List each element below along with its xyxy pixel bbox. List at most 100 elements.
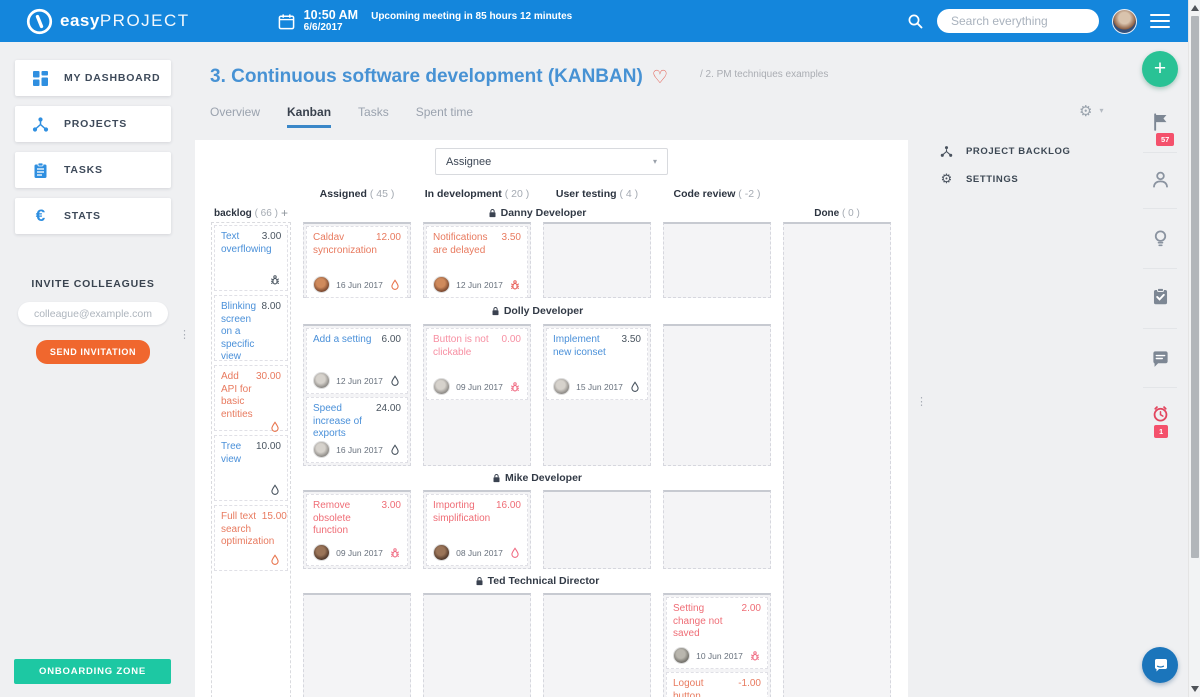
swimlane-header-mike[interactable]: Mike Developer — [303, 466, 771, 490]
sidebar-collapse-handle[interactable]: ⋮ — [179, 329, 190, 341]
right-icon-rail: + 57 1 — [1132, 42, 1188, 697]
swimlane-header-dolly[interactable]: Dolly Developer — [303, 298, 771, 324]
kanban-card[interactable]: Tree view 10.00 — [214, 435, 288, 501]
favorite-heart-icon[interactable]: ♡ — [651, 66, 668, 87]
page-title: 3. Continuous software development (KANB… — [210, 66, 643, 87]
dropzone — [543, 490, 651, 569]
breadcrumb[interactable]: / 2. PM techniques examples — [699, 68, 829, 80]
page-scrollbar[interactable] — [1188, 0, 1200, 697]
project-backlog-icon — [940, 146, 953, 157]
dropzone: Remove obsolete function 3.00 09 Jun 2017 — [303, 490, 411, 569]
tab-tasks[interactable]: Tasks — [358, 105, 389, 119]
kanban-card[interactable]: Setting change not saved 2.00 10 Jun 2017 — [666, 597, 768, 669]
sidebar-item-my-dashboard[interactable]: MY DASHBOARD — [15, 60, 171, 96]
meeting-widget[interactable]: 10:50 AM 6/6/2017 Upcoming meeting in 85… — [278, 8, 573, 34]
tab-spent-time[interactable]: Spent time — [415, 105, 474, 119]
dropzone: Add a setting 6.00 12 Jun 2017 Speed increa… — [303, 324, 411, 466]
kanban-card[interactable]: Caldav syncronization 12.00 16 Jun 2017 — [306, 226, 408, 298]
chat-icon[interactable] — [1132, 349, 1188, 368]
divider — [1143, 152, 1177, 153]
meeting-notice: Upcoming meeting in 85 hours 12 minutes — [371, 10, 573, 22]
kanban-card[interactable]: Importing simplification 16.00 08 Jun 2017 — [426, 494, 528, 566]
divider — [1143, 328, 1177, 329]
swimlane-header-danny[interactable]: Danny Developer — [303, 204, 771, 222]
bug-icon — [389, 547, 401, 559]
invite-email-field[interactable] — [18, 302, 168, 325]
dropzone — [423, 593, 531, 697]
lightbulb-icon[interactable] — [1132, 229, 1188, 248]
clipboard-check-icon[interactable] — [1132, 287, 1188, 306]
card-due-date: 15 Jun 2017 — [576, 381, 623, 392]
dropzone — [663, 490, 771, 569]
board-settings-gear-icon[interactable]: ⚙ ▾ — [1079, 103, 1104, 120]
settings-link[interactable]: ⚙ SETTINGS — [940, 171, 1019, 186]
card-value: 3.00 — [261, 231, 282, 242]
divider — [1143, 268, 1177, 269]
kanban-card[interactable]: Add API for basic entities 30.00 — [214, 365, 288, 433]
send-invitation-button[interactable]: SEND INVITATION — [35, 340, 151, 364]
invite-heading: INVITE COLLEAGUES — [31, 278, 155, 290]
dashboard-icon — [33, 70, 48, 86]
menu-icon[interactable] — [1150, 13, 1170, 29]
sidebar-item-projects[interactable]: PROJECTS — [15, 106, 171, 142]
tab-overview[interactable]: Overview — [210, 105, 261, 119]
scroll-up-arrow[interactable] — [1191, 5, 1199, 11]
assignee-avatar — [313, 441, 330, 458]
card-value: 12.00 — [375, 232, 401, 243]
search-input[interactable] — [937, 9, 1099, 33]
panel-collapse-handle[interactable]: ⋮ — [916, 396, 927, 408]
title-row: 3. Continuous software development (KANB… — [210, 66, 828, 88]
tab-kanban[interactable]: Kanban — [287, 105, 332, 128]
scroll-down-arrow[interactable] — [1191, 686, 1199, 692]
sidebar-item-stats[interactable]: € STATS — [15, 198, 171, 234]
drop-icon — [389, 278, 401, 291]
kanban-card[interactable]: Logout button partially hidden -1.00 — [666, 672, 768, 697]
onboarding-zone-button[interactable]: ONBOARDING ZONE — [14, 659, 171, 684]
card-title: Logout button partially hidden — [673, 678, 704, 697]
card-title: Importing simplification — [433, 500, 491, 524]
add-button[interactable]: + — [1142, 51, 1178, 87]
dropzone: Implement new iconset 3.50 15 Jun 2017 — [543, 324, 651, 466]
swimlane-header-ted[interactable]: Ted Technical Director — [303, 569, 771, 593]
search-icon[interactable] — [907, 13, 924, 30]
card-title: Blinking screen on a specific view — [221, 301, 257, 362]
backlog-add-button[interactable]: + — [280, 206, 288, 220]
assignee-avatar — [433, 378, 450, 395]
kanban-card[interactable]: Full text search optimization 15.00 — [214, 505, 288, 571]
flag-icon[interactable] — [1132, 112, 1188, 131]
alarm-icon[interactable] — [1132, 404, 1188, 423]
card-title: Remove obsolete function — [313, 500, 351, 536]
card-value: 30.00 — [255, 371, 281, 382]
card-title: Button is not clickable — [433, 334, 489, 358]
scrollbar-thumb[interactable] — [1190, 16, 1199, 558]
easyproject-logo[interactable]: easyPROJECT — [26, 8, 190, 35]
calendar-icon — [278, 13, 295, 30]
kanban-card[interactable]: Text overflowing 3.00 — [214, 225, 288, 291]
card-value: 2.00 — [741, 603, 761, 614]
card-title: Implement new iconset — [553, 334, 606, 358]
drop-icon — [389, 374, 401, 387]
invite-colleagues-section: INVITE COLLEAGUES SEND INVITATION — [0, 278, 186, 364]
card-due-date: 12 Jun 2017 — [456, 279, 503, 290]
kanban-card[interactable]: Notifications are delayed 3.50 12 Jun 2017 — [426, 226, 528, 298]
kanban-card[interactable]: Implement new iconset 3.50 15 Jun 2017 — [546, 328, 648, 400]
group-by-select[interactable]: Assignee ▾ — [435, 148, 668, 175]
current-time: 10:50 AM — [303, 8, 359, 23]
kanban-card[interactable]: Blinking screen on a specific view 8.00 — [214, 295, 288, 374]
sidebar-item-tasks[interactable]: TASKS — [15, 152, 171, 188]
support-chat-button[interactable] — [1142, 647, 1178, 683]
kanban-card[interactable]: Remove obsolete function 3.00 09 Jun 2017 — [306, 494, 408, 566]
dropzone — [303, 593, 411, 697]
drop-icon — [629, 380, 641, 393]
kanban-card[interactable]: Speed increase of exports 24.00 16 Jun 201… — [306, 397, 408, 463]
project-backlog-link[interactable]: PROJECT BACKLOG — [940, 145, 1071, 158]
kanban-card[interactable]: Button is not clickable 0.00 09 Jun 2017 — [426, 328, 528, 400]
alarm-badge: 1 — [1154, 425, 1169, 438]
person-icon[interactable] — [1132, 170, 1188, 189]
bug-icon — [509, 381, 521, 393]
card-title: Speed increase of exports — [313, 403, 362, 439]
drop-icon — [269, 421, 281, 433]
chevron-down-icon: ▾ — [1099, 106, 1104, 115]
user-avatar[interactable] — [1112, 8, 1137, 34]
kanban-card[interactable]: Add a setting 6.00 12 Jun 2017 — [306, 328, 408, 394]
